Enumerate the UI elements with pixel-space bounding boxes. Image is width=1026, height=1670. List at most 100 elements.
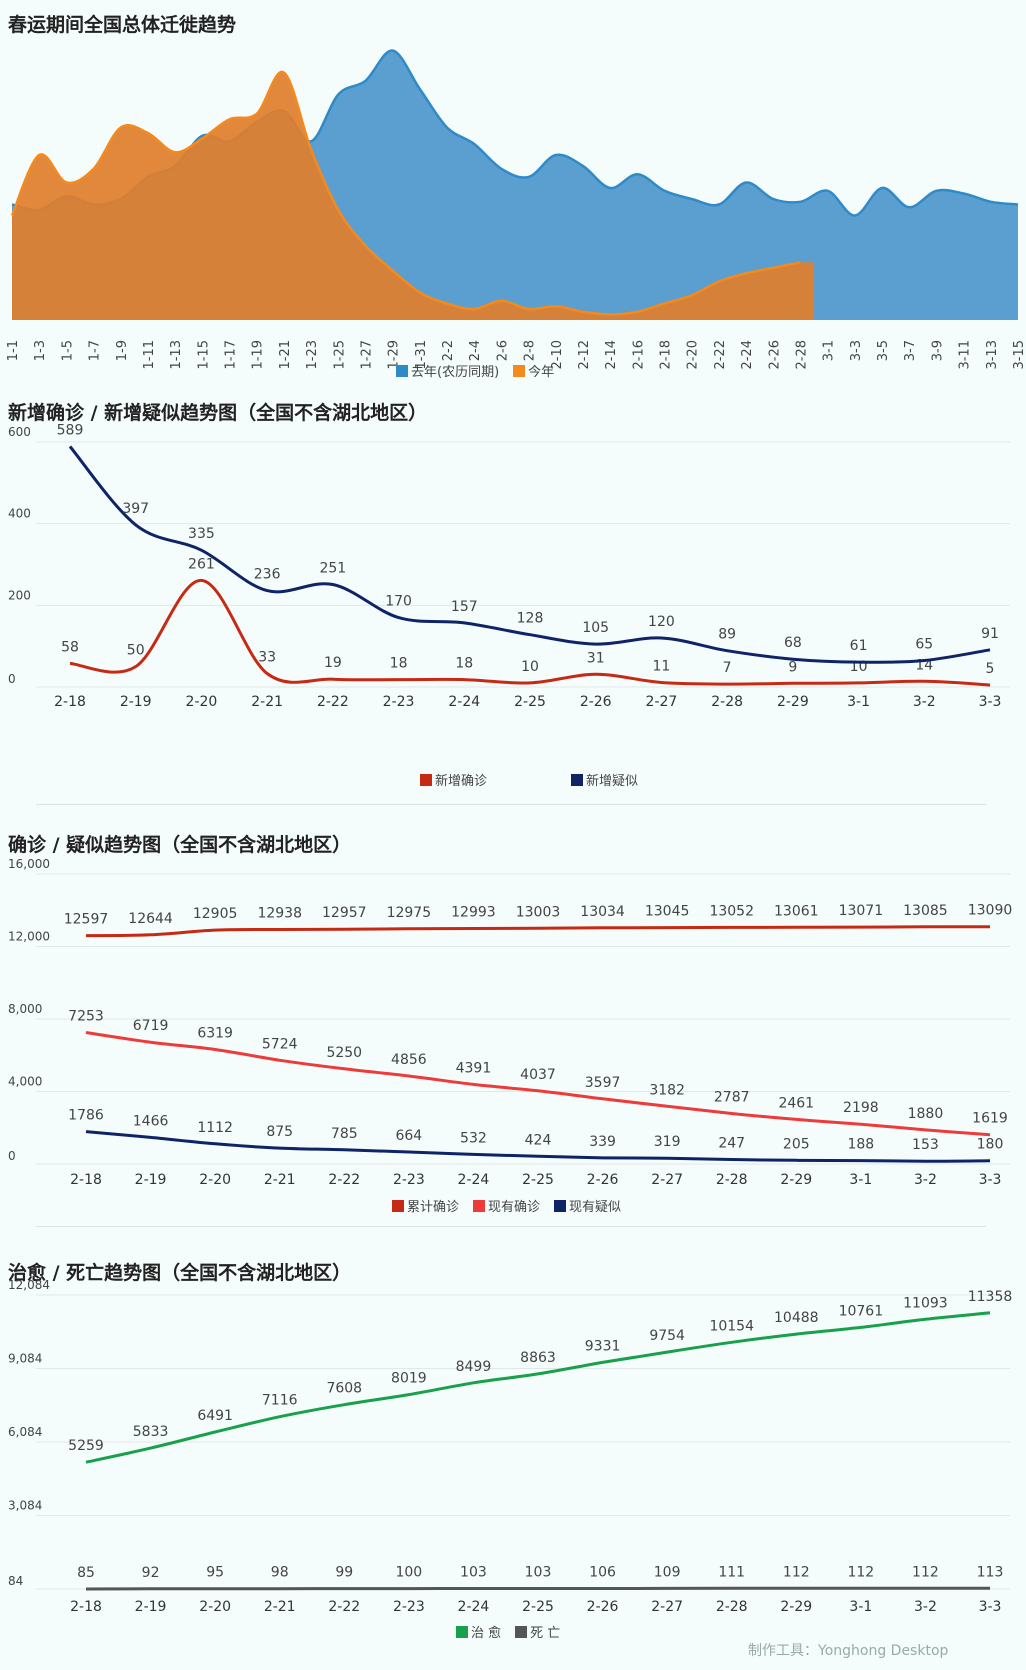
data-label: 3182 — [649, 1082, 685, 1098]
x-tick-label: 2-2 — [441, 340, 456, 361]
legend-item[interactable]: 现有确诊 — [473, 1196, 540, 1215]
x-tick-label: 2-16 — [631, 340, 646, 370]
x-tick-label: 2-8 — [523, 340, 538, 361]
data-label: 157 — [451, 599, 478, 615]
data-label: 1786 — [68, 1108, 104, 1124]
data-label: 3597 — [585, 1075, 621, 1091]
x-tick-label: 2-28 — [794, 340, 809, 370]
legend-item[interactable]: 新增疑似 — [571, 770, 638, 789]
x-tick-label: 2-22 — [328, 1172, 360, 1188]
data-label: 2461 — [778, 1095, 814, 1111]
data-label: 5724 — [262, 1036, 298, 1052]
data-label: 65 — [915, 636, 933, 652]
chart-title: 新增确诊 / 新增疑似趋势图（全国不含湖北地区） — [8, 402, 428, 424]
data-label: 10488 — [774, 1310, 819, 1326]
data-label: 5 — [986, 661, 995, 677]
x-tick-label: 1-3 — [33, 340, 48, 361]
y-tick-label: 6,084 — [8, 1425, 42, 1439]
x-tick-label: 1-25 — [332, 340, 347, 370]
chart-legend: 新增确诊 新增疑似 — [420, 770, 652, 790]
x-tick-label: 3-3 — [979, 1599, 1002, 1615]
x-tick-label: 2-22 — [713, 340, 728, 370]
data-label: 4391 — [456, 1060, 492, 1076]
data-label: 424 — [525, 1132, 552, 1148]
data-label: 6319 — [197, 1025, 233, 1041]
legend-item[interactable]: 新增确诊 — [420, 770, 487, 789]
y-tick-label: 12,000 — [8, 930, 50, 944]
x-tick-label: 2-26 — [580, 694, 612, 710]
legend-swatch — [554, 1199, 567, 1212]
data-label: 180 — [977, 1137, 1004, 1153]
x-tick-label: 2-22 — [317, 694, 349, 710]
data-label: 58 — [61, 639, 79, 655]
x-tick-label: 2-4 — [468, 340, 483, 361]
data-label: 103 — [460, 1565, 487, 1581]
legend-label: 新增疑似 — [586, 774, 639, 789]
series-line — [85, 1311, 991, 1464]
x-tick-label: 3-1 — [849, 1172, 872, 1188]
legend-item[interactable]: 治 愈 — [456, 1622, 501, 1641]
y-tick-label: 16,000 — [8, 857, 50, 871]
data-label: 100 — [395, 1565, 422, 1581]
data-label: 109 — [654, 1564, 681, 1580]
data-label: 113 — [977, 1564, 1004, 1580]
data-label: 91 — [981, 626, 999, 642]
data-label: 875 — [266, 1124, 293, 1140]
migration-chart: 春运期间全国总体迁徙趋势 1-1 1-3 1-5 1-7 1-9 1-11 1-13 1-15… — [0, 0, 1026, 380]
legend-swatch — [515, 1625, 528, 1638]
x-tick-label: 3-5 — [876, 340, 891, 361]
x-tick-label: 2-18 — [70, 1172, 102, 1188]
data-label: 128 — [517, 611, 544, 627]
x-tick-label: 2-20 — [686, 340, 701, 370]
data-label: 103 — [525, 1565, 552, 1581]
data-label: 13071 — [839, 903, 884, 919]
x-tick-label: 2-25 — [522, 1599, 554, 1615]
x-tick-label: 1-5 — [60, 340, 75, 361]
data-label: 5259 — [68, 1438, 104, 1454]
x-tick-label: 2-21 — [264, 1172, 296, 1188]
x-tick-label: 3-2 — [914, 1172, 937, 1188]
data-label: 4856 — [391, 1052, 427, 1068]
x-tick-label: 2-28 — [716, 1172, 748, 1188]
data-label: 785 — [331, 1126, 358, 1142]
data-label: 11 — [653, 659, 671, 675]
data-label: 7116 — [262, 1393, 298, 1409]
y-tick-label: 0 — [8, 1149, 16, 1163]
data-label: 7 — [723, 660, 732, 676]
x-tick-label: 2-26 — [587, 1599, 619, 1615]
x-tick-label: 2-18 — [54, 694, 86, 710]
x-tick-label: 2-14 — [604, 340, 619, 370]
data-label: 1112 — [197, 1120, 233, 1136]
data-label: 33 — [258, 650, 276, 666]
legend-item[interactable]: 现有疑似 — [554, 1196, 621, 1215]
data-label: 68 — [784, 635, 802, 651]
data-label: 112 — [912, 1564, 939, 1580]
x-tick-label: 2-24 — [458, 1599, 490, 1615]
x-tick-label: 1-11 — [142, 340, 157, 370]
series-line-this-year — [10, 70, 801, 316]
x-tick-label: 1-9 — [115, 340, 130, 361]
data-label: 10761 — [839, 1303, 884, 1319]
legend-label: 现有确诊 — [488, 1200, 541, 1215]
confirmed-suspected-chart-svg: 0 4,000 8,000 12,000 16,000 2-18 2-19 2-20 2-21 2… — [8, 857, 1013, 1188]
legend-item[interactable]: 累计确诊 — [392, 1196, 459, 1215]
data-label: 13090 — [968, 903, 1013, 919]
data-label: 247 — [718, 1136, 745, 1152]
data-label: 11358 — [968, 1289, 1013, 1305]
chart-title: 治愈 / 死亡趋势图（全国不含湖北地区） — [8, 1262, 352, 1284]
data-label: 4037 — [520, 1067, 556, 1083]
x-tick-label: 3-3 — [979, 1172, 1002, 1188]
data-label: 8863 — [520, 1350, 556, 1366]
y-tick-label: 400 — [8, 507, 31, 521]
x-tick-label: 2-28 — [716, 1599, 748, 1615]
legend-item[interactable]: 去年(农历同期) — [396, 361, 499, 380]
x-tick-label: 2-24 — [458, 1172, 490, 1188]
x-tick-label: 3-9 — [930, 340, 945, 361]
series-line — [68, 445, 991, 664]
x-tick-label: 2-18 — [659, 340, 674, 370]
legend-item[interactable]: 今年 — [513, 361, 554, 380]
data-label: 188 — [847, 1137, 874, 1153]
legend-swatch — [396, 364, 408, 377]
legend-item[interactable]: 死 亡 — [515, 1622, 560, 1641]
watermark: 制作工具：Yonghong Desktop — [748, 1643, 949, 1659]
